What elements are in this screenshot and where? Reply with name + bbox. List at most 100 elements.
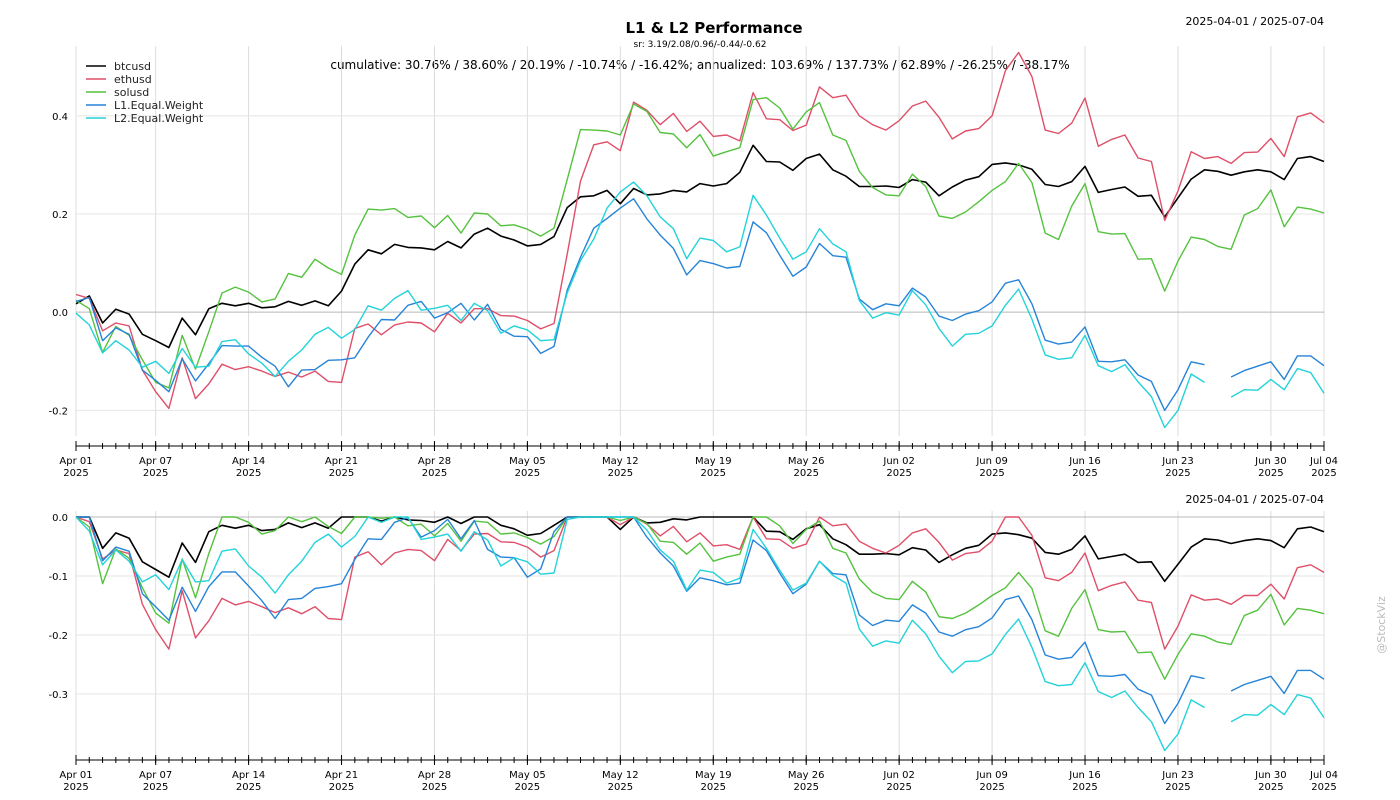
series-line-ethusd	[75, 516, 1325, 650]
x-tick-label: Apr 14	[232, 456, 265, 467]
x-tick-label: Jun 02	[882, 770, 915, 781]
x-tick-year: 2025	[701, 782, 726, 793]
x-tick-label: May 05	[509, 770, 546, 781]
series-line-ethusd	[75, 51, 1325, 410]
series-line-solusd	[75, 516, 1325, 680]
series-line-l2-equal-weight	[75, 181, 1325, 429]
x-tick-label: Jun 30	[1254, 456, 1287, 467]
x-tick-year: 2025	[143, 782, 168, 793]
x-tick-label: May 19	[695, 770, 732, 781]
returns-summary: cumulative: 30.76% / 38.60% / 20.19% / -…	[330, 58, 1069, 72]
x-tick-year: 2025	[515, 468, 540, 479]
legend-label: L2.Equal.Weight	[114, 112, 204, 125]
y-tick-label: -0.2	[48, 406, 68, 417]
x-tick-label: Jun 09	[975, 770, 1008, 781]
y-tick-label: 0.0	[52, 513, 68, 524]
x-tick-year: 2025	[1258, 468, 1283, 479]
series-line-l2-equal-weight	[75, 516, 1325, 752]
series-line-l1-equal-weight	[75, 198, 1325, 412]
x-tick-year: 2025	[793, 468, 818, 479]
x-tick-label: Jul 04	[1309, 456, 1338, 467]
legend-item-l1-equal-weight: L1.Equal.Weight	[86, 99, 204, 112]
x-tick-year: 2025	[422, 468, 447, 479]
x-tick-year: 2025	[236, 782, 261, 793]
x-tick-year: 2025	[793, 782, 818, 793]
series-line-btcusd	[76, 516, 1325, 583]
sharpe-ratio-subtitle: sr: 3.19/2.08/0.96/-0.44/-0.62	[634, 40, 767, 50]
x-tick-label: Apr 01	[59, 456, 92, 467]
y-tick-label: -0.1	[48, 572, 68, 583]
x-tick-label: Jun 16	[1068, 456, 1101, 467]
series-line-solusd	[75, 97, 1325, 389]
x-tick-label: Jun 09	[975, 456, 1008, 467]
x-tick-year: 2025	[329, 468, 354, 479]
series-line-btcusd	[75, 144, 1325, 349]
x-tick-year: 2025	[236, 468, 261, 479]
x-tick-label: May 26	[788, 456, 825, 467]
x-tick-year: 2025	[422, 782, 447, 793]
x-tick-label: Jun 23	[1161, 770, 1194, 781]
legend-item-ethusd: ethusd	[86, 73, 152, 86]
x-tick-label: Apr 01	[59, 770, 92, 781]
watermark: @StockViz	[1375, 596, 1388, 654]
x-tick-year: 2025	[608, 468, 633, 479]
x-tick-year: 2025	[329, 782, 354, 793]
series-line-l1-equal-weight	[76, 516, 1325, 725]
x-tick-label: Apr 28	[418, 770, 451, 781]
x-tick-year: 2025	[1072, 468, 1097, 479]
x-tick-label: Apr 07	[139, 770, 172, 781]
x-tick-label: May 05	[509, 456, 546, 467]
x-tick-year: 2025	[1165, 782, 1190, 793]
x-tick-label: May 26	[788, 770, 825, 781]
x-tick-year: 2025	[1165, 468, 1190, 479]
legend-label: btcusd	[114, 60, 151, 73]
legend-label: ethusd	[114, 73, 152, 86]
bottom-date-range: 2025-04-01 / 2025-07-04	[1185, 493, 1324, 506]
legend: btcusdethusdsolusdL1.Equal.WeightL2.Equa…	[86, 60, 204, 125]
y-tick-label: -0.3	[48, 690, 68, 701]
x-tick-label: May 19	[695, 456, 732, 467]
x-tick-year: 2025	[1311, 782, 1336, 793]
x-tick-year: 2025	[886, 468, 911, 479]
x-tick-label: Jun 23	[1161, 456, 1194, 467]
legend-label: L1.Equal.Weight	[114, 99, 204, 112]
x-tick-label: Apr 21	[325, 456, 358, 467]
y-tick-label: -0.2	[48, 631, 68, 642]
chart-title: L1 & L2 Performance	[625, 19, 802, 37]
grid	[75, 511, 1325, 756]
x-tick-year: 2025	[608, 782, 633, 793]
grid	[75, 46, 1325, 436]
x-tick-year: 2025	[143, 468, 168, 479]
x-tick-label: Jul 04	[1309, 770, 1338, 781]
x-tick-label: Apr 07	[139, 456, 172, 467]
legend-label: solusd	[114, 86, 149, 99]
x-tick-year: 2025	[1072, 782, 1097, 793]
x-tick-year: 2025	[979, 468, 1004, 479]
x-tick-label: Jun 30	[1254, 770, 1287, 781]
x-tick-year: 2025	[1311, 468, 1336, 479]
x-tick-year: 2025	[701, 468, 726, 479]
x-tick-label: Apr 21	[325, 770, 358, 781]
legend-item-l2-equal-weight: L2.Equal.Weight	[86, 112, 204, 125]
x-tick-year: 2025	[886, 782, 911, 793]
x-tick-year: 2025	[63, 782, 88, 793]
x-tick-label: Jun 16	[1068, 770, 1101, 781]
y-tick-label: 0.4	[52, 112, 68, 123]
x-tick-label: Apr 28	[418, 456, 451, 467]
legend-item-solusd: solusd	[86, 86, 149, 99]
x-tick-year: 2025	[979, 782, 1004, 793]
x-tick-year: 2025	[1258, 782, 1283, 793]
x-tick-year: 2025	[63, 468, 88, 479]
x-tick-label: Jun 02	[882, 456, 915, 467]
x-tick-year: 2025	[515, 782, 540, 793]
legend-item-btcusd: btcusd	[86, 60, 151, 73]
x-tick-label: Apr 14	[232, 770, 265, 781]
top-date-range: 2025-04-01 / 2025-07-04	[1185, 15, 1324, 28]
y-tick-label: 0.2	[52, 210, 68, 221]
x-tick-label: May 12	[602, 770, 639, 781]
